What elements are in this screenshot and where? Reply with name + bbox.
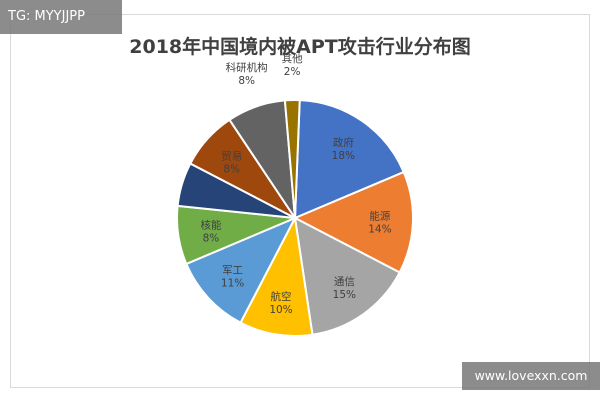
watermark-top: TG: MYYJJPP	[0, 0, 122, 34]
slice-name-label-9: 其他	[282, 52, 303, 65]
slice-value-label-3: 10%	[269, 304, 292, 316]
slice-name-label-2: 通信	[334, 276, 355, 288]
pie-slice-4	[184, 215, 298, 325]
chart-title: 2018年中国境内被APT攻击行业分布图	[129, 36, 471, 58]
slice-value-label-2: 15%	[333, 289, 356, 301]
slice-name-label-1: 能源	[369, 209, 390, 222]
slice-name-label-5: 核能	[200, 219, 221, 232]
slice-name-label-8: 科研机构	[226, 61, 268, 74]
pie-slice-0	[293, 99, 406, 220]
slice-value-label-9: 2%	[284, 66, 301, 78]
slice-value-label-4: 11%	[221, 278, 244, 290]
slice-value-label-5: 8%	[203, 233, 220, 245]
pie-slice-1	[292, 170, 414, 274]
slice-name-label-3: 航空	[270, 290, 291, 303]
slice-name-label-4: 军工	[222, 265, 243, 277]
watermark-bottom: www.lovexxn.com	[462, 362, 600, 390]
slice-value-label-0: 18%	[332, 150, 355, 162]
slice-name-label-7: 贸易	[221, 150, 242, 162]
pie-slice-9	[283, 99, 301, 219]
pie-slice-2	[293, 216, 402, 336]
slice-name-label-0: 政府	[333, 136, 354, 149]
slice-value-label-8: 8%	[238, 75, 255, 87]
pie-slice-3	[239, 214, 314, 337]
slice-value-label-1: 14%	[368, 223, 391, 235]
slice-value-label-7: 8%	[223, 163, 240, 175]
